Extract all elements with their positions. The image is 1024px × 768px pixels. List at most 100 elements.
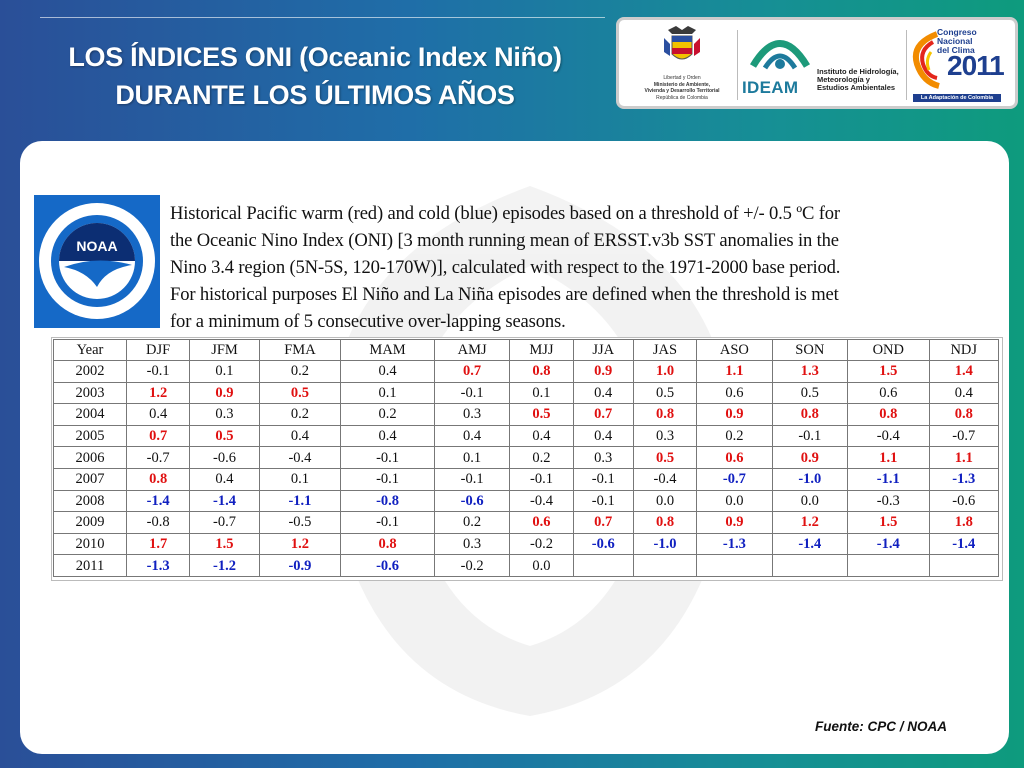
oni-value-cell: 0.1	[189, 360, 260, 383]
oni-value-cell: -1.4	[189, 489, 260, 513]
content-card: NOAA Historical Pacific warm (red) and c…	[20, 141, 1009, 754]
oni-value-cell: 0.4	[928, 381, 1000, 405]
column-header-year: Year	[53, 339, 127, 361]
ministry-line-1: Ministerio de Ambiente,	[653, 81, 711, 88]
logo-separator	[906, 30, 907, 100]
column-header-aso: ASO	[696, 339, 773, 361]
table-row: 2011 -1.3 -1.2 -0.9 -0.6 -0.2 0.0	[53, 554, 1000, 577]
oni-value-cell: 0.4	[340, 424, 435, 448]
oni-value-cell: -0.1	[125, 360, 191, 383]
oni-value-cell: 1.2	[258, 532, 342, 556]
oni-value-cell: 0.3	[572, 446, 634, 469]
oni-value-cell: 0.4	[258, 424, 342, 448]
oni-value-cell: 0.1	[509, 381, 574, 405]
table-row: 2003 1.2 0.9 0.5 0.1 -0.1 0.1 0.4 0.5 0.6 0.5 0.6 0.…	[53, 381, 1000, 405]
oni-value-cell: 1.2	[771, 511, 849, 534]
oni-value-cell: -0.3	[847, 489, 930, 513]
ministry-line-3: República de Colombia	[656, 94, 708, 101]
oni-value-cell: 0.0	[509, 554, 574, 577]
ideam-name: IDEAM	[742, 78, 799, 97]
oni-value-cell: 1.0	[632, 360, 698, 383]
oni-value-cell: -1.4	[771, 532, 849, 556]
oni-value-cell: 1.7	[125, 532, 191, 556]
oni-value-cell: -1.0	[632, 532, 698, 556]
oni-value-cell: -0.4	[258, 446, 342, 469]
oni-value-cell: 0.4	[509, 424, 574, 448]
oni-value-cell: 1.3	[771, 360, 849, 383]
table-body: 2002 -0.1 0.1 0.2 0.4 0.7 0.8 0.9 1.0 1.1 1.3 1.5 1.…	[53, 360, 1000, 577]
oni-value-cell: 1.1	[847, 446, 930, 469]
oni-value-cell: -1.4	[928, 532, 1000, 556]
oni-value-cell: 0.5	[258, 381, 342, 405]
oni-value-cell: 0.5	[509, 403, 574, 426]
oni-value-cell: 1.1	[696, 360, 773, 383]
oni-value-cell: 0.8	[125, 467, 191, 491]
oni-value-cell: 0.8	[928, 403, 1000, 426]
oni-value-cell: 0.4	[572, 381, 634, 405]
oni-value-cell: -1.3	[928, 467, 1000, 491]
year-cell: 2011	[53, 554, 127, 577]
oni-value-cell: -0.6	[189, 446, 260, 469]
oni-value-cell: -1.0	[771, 467, 849, 491]
oni-value-cell: 0.2	[258, 360, 342, 383]
noaa-seal-icon: NOAA	[39, 203, 155, 319]
table-row: 2002 -0.1 0.1 0.2 0.4 0.7 0.8 0.9 1.0 1.1 1.3 1.5 1.…	[53, 360, 1000, 383]
column-header-mam: MAM	[340, 339, 435, 361]
column-header-fma: FMA	[258, 339, 342, 361]
column-header-ond: OND	[847, 339, 930, 361]
congreso-clima-logo: Congreso Nacional del Clima 2011 La Adap…	[907, 26, 1007, 106]
oni-value-cell: -0.6	[928, 489, 1000, 513]
ideam-desc-line-2: Meteorología y	[817, 75, 870, 84]
noaa-logo: NOAA	[34, 195, 160, 328]
oni-value-cell: -0.7	[928, 424, 1000, 448]
year-cell: 2004	[53, 403, 127, 426]
oni-value-cell: -0.1	[433, 467, 511, 491]
description-text: Historical Pacific warm (red) and cold (…	[170, 200, 1005, 335]
oni-value-cell: 0.1	[433, 446, 511, 469]
oni-value-cell: -0.4	[509, 489, 574, 513]
table-row: 2004 0.4 0.3 0.2 0.2 0.3 0.5 0.7 0.8 0.9 0.8 0.8 0.8	[53, 403, 1000, 426]
slide-title: LOS ÍNDICES ONI (Oceanic Index Niño) DUR…	[30, 38, 600, 114]
oni-value-cell: -0.7	[696, 467, 773, 491]
oni-value-cell: 1.2	[125, 381, 191, 405]
oni-value-cell: 0.5	[632, 381, 698, 405]
ideam-desc-line-1: Instituto de Hidrología,	[817, 67, 899, 76]
oni-value-cell: 1.5	[189, 532, 260, 556]
oni-value-cell: 0.0	[771, 489, 849, 513]
oni-value-cell: -1.4	[125, 489, 191, 513]
ideam-desc-line-3: Estudios Ambientales	[817, 83, 896, 92]
oni-value-cell: 0.8	[632, 403, 698, 426]
description-line-3: Nino 3.4 region (5N-5S, 120-170W)], calc…	[170, 257, 841, 278]
year-cell: 2008	[53, 489, 127, 513]
oni-value-cell: -1.3	[125, 554, 191, 577]
description-line-4: For historical purposes El Niño and La N…	[170, 284, 839, 305]
year-cell: 2006	[53, 446, 127, 469]
oni-value-cell: 1.5	[847, 511, 930, 534]
oni-value-cell: 0.9	[696, 511, 773, 534]
oni-value-cell: -1.2	[189, 554, 260, 577]
oni-value-cell: -0.1	[340, 446, 435, 469]
congreso-line-1: Congreso	[937, 27, 977, 37]
oni-value-cell	[771, 554, 849, 577]
ministry-motto: Libertad y Orden	[663, 75, 701, 81]
description-line-2: the Oceanic Nino Index (ONI) [3 month ru…	[170, 230, 839, 251]
table-row: 2005 0.7 0.5 0.4 0.4 0.4 0.4 0.4 0.3 0.2 -0.1 -0.4-…	[53, 424, 1000, 448]
congreso-line-3: del Clima	[937, 45, 975, 55]
oni-value-cell: -0.1	[771, 424, 849, 448]
column-header-mjj: MJJ	[509, 339, 574, 361]
congreso-band: La Adaptación de Colombia	[913, 94, 1001, 102]
oni-value-cell: 0.6	[696, 381, 773, 405]
oni-value-cell: 0.1	[258, 467, 342, 491]
oni-value-cell: 0.9	[771, 446, 849, 469]
oni-value-cell: 0.8	[771, 403, 849, 426]
oni-value-cell: 0.8	[340, 532, 435, 556]
year-cell: 2002	[53, 360, 127, 383]
oni-value-cell	[696, 554, 773, 577]
oni-value-cell: -0.9	[258, 554, 342, 577]
oni-value-cell: -0.5	[258, 511, 342, 534]
oni-value-cell: 0.9	[696, 403, 773, 426]
column-header-djf: DJF	[125, 339, 191, 361]
oni-value-cell: 0.2	[509, 446, 574, 469]
oni-value-cell: -0.2	[433, 554, 511, 577]
congreso-swirl-icon	[913, 31, 940, 89]
